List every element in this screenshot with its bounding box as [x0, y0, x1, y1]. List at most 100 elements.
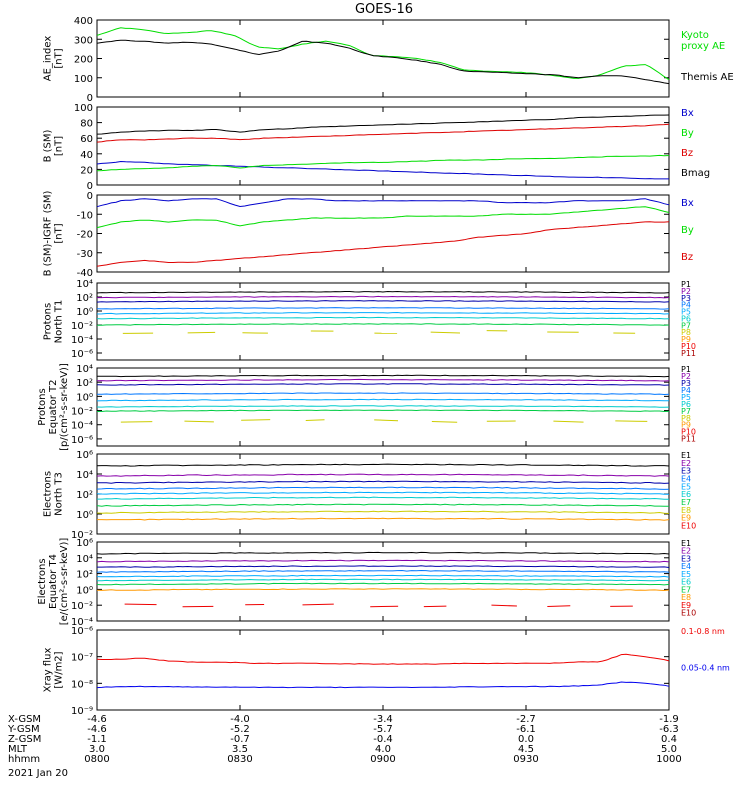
series-line — [96, 491, 670, 495]
panel-frame — [96, 194, 670, 273]
series-line — [96, 480, 670, 484]
series-line — [97, 517, 670, 521]
y-tick-label: 10⁻⁶ — [71, 435, 93, 446]
legend-label: E9 — [681, 514, 691, 523]
series-Bz — [96, 221, 670, 267]
series-segment — [553, 420, 584, 423]
series-E8 — [96, 510, 670, 514]
series-line — [96, 290, 670, 294]
y-tick-label: 100 — [74, 74, 93, 85]
legend-label: Bx — [681, 198, 694, 209]
series-line — [97, 295, 670, 299]
series-P8 — [120, 419, 648, 423]
axis-row-value: 0800 — [84, 754, 109, 765]
series-E1 — [96, 463, 670, 467]
panel-frame — [96, 19, 670, 98]
series-E6 — [96, 578, 669, 582]
legend-label: E1 — [681, 451, 691, 460]
y-tick-label: 10⁻² — [71, 530, 93, 541]
legend-label: P3 — [681, 294, 691, 303]
series-E2 — [96, 559, 670, 563]
y-tick-label: 10⁻² — [71, 601, 93, 612]
legend-label: Bz — [681, 148, 693, 159]
series-line — [96, 160, 669, 180]
series-P7 — [97, 409, 670, 413]
y-tick-label: 10⁰ — [76, 392, 93, 403]
series-P6 — [96, 316, 670, 320]
panel-p_equator: 10⁴ 10² 10⁰ 10⁻² 10⁻⁴ 10⁻⁶ Protons Equator T2 [p… — [37, 363, 696, 451]
series-line — [96, 653, 670, 665]
axis-row-value: 3.0 — [89, 744, 105, 755]
series-E8 — [96, 588, 670, 592]
panel-xray: 10⁻⁶ 10⁻⁷ 10⁻⁸ 10⁻⁹ Xray flux [W/m2] 0.1-0.8 n… — [43, 626, 731, 717]
legend-label: P2 — [681, 372, 691, 381]
legend-label: P6 — [681, 314, 691, 323]
series-E3 — [97, 565, 670, 568]
axis-row-value: 0900 — [370, 754, 395, 765]
legend-label: P10 — [681, 428, 696, 437]
y-axis-title: [nT] — [54, 136, 65, 156]
y-axis-title: AE_index — [43, 36, 54, 82]
series-P2 — [97, 295, 670, 299]
series-line — [96, 551, 670, 555]
series-segment — [187, 331, 216, 334]
series-P3 — [96, 300, 670, 303]
legend-label: E2 — [681, 547, 691, 556]
series-E5 — [96, 574, 670, 578]
axis-row-value: 1000 — [656, 754, 681, 765]
legend-label: E4 — [681, 562, 691, 571]
series-segment — [184, 420, 214, 423]
panel-frame — [96, 106, 670, 186]
legend-label: E2 — [681, 459, 691, 468]
series-line — [96, 486, 670, 490]
y-tick-label: 10⁰ — [76, 510, 93, 521]
y-tick-label: 10⁶ — [76, 538, 93, 549]
legend-label: E9 — [681, 601, 691, 610]
series-line — [96, 503, 669, 507]
series-P2 — [96, 378, 670, 382]
legend-label: P8 — [681, 328, 691, 337]
legend-label: E10 — [681, 609, 696, 618]
y-axis-title: B (SM)-IGRF (SM) — [43, 191, 54, 277]
time-axis: X-GSM -4.6 -4.0 -3.4 -2.7 -1.9 Y-GSM -4.6 -5.2 -5… — [7, 714, 682, 779]
legend-label: E6 — [681, 490, 691, 499]
axis-row-value: 0830 — [227, 754, 252, 765]
series-line — [96, 123, 670, 143]
chart-title: GOES-16 — [355, 2, 413, 17]
y-tick-label: 20 — [80, 165, 93, 176]
axis-row-value: 5.0 — [661, 744, 677, 755]
series-P4 — [96, 307, 670, 310]
series-line — [96, 154, 670, 172]
legend-label: P5 — [681, 393, 691, 402]
series-line — [96, 114, 670, 135]
series-0.1-0.8 nm — [96, 653, 670, 665]
axis-row-value: -1.9 — [659, 714, 679, 725]
legend-label: P1 — [681, 280, 691, 289]
series-E6 — [97, 496, 669, 500]
series-line — [97, 323, 670, 326]
series-E5 — [96, 491, 670, 495]
series-P1 — [96, 290, 670, 294]
axis-row-label: MLT — [8, 744, 28, 755]
y-tick-label: 10⁴ — [76, 470, 93, 481]
legend-label: P7 — [681, 321, 691, 330]
series-line — [96, 463, 670, 467]
axis-row-value: -0.4 — [373, 734, 393, 745]
y-tick-label: 300 — [74, 35, 93, 46]
y-tick-label: 10⁻⁷ — [71, 653, 93, 664]
y-tick-label: 10⁻⁴ — [71, 421, 93, 432]
legend-label: P3 — [681, 379, 691, 388]
series-E4 — [96, 569, 670, 573]
y-tick-label: 80 — [80, 119, 93, 130]
series-0.05-0.4 nm — [96, 681, 670, 689]
legend-label: P11 — [681, 349, 696, 358]
y-tick-label: 60 — [80, 134, 93, 145]
series-line — [96, 383, 670, 386]
series-P8 — [122, 330, 636, 334]
series-line — [96, 588, 670, 592]
series-By — [96, 154, 670, 172]
y-tick-label: 10² — [76, 570, 93, 581]
